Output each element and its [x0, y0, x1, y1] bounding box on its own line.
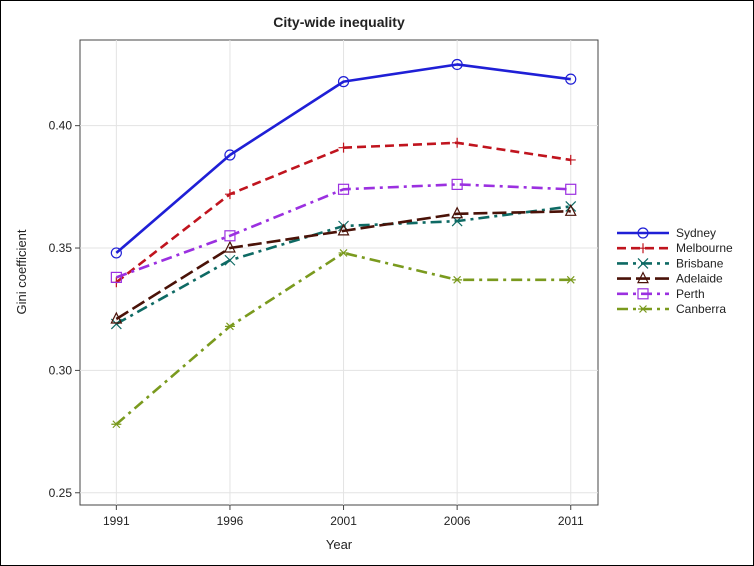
data-point-adelaide	[110, 311, 123, 324]
data-point-sydney	[337, 76, 350, 88]
data-point-melbourne	[452, 137, 463, 148]
data-point-adelaide	[451, 206, 464, 219]
data-point-sydney	[565, 73, 577, 85]
data-point-perth	[110, 271, 122, 283]
legend-item-brisbane: Brisbane	[617, 256, 724, 270]
data-point-sydney	[224, 149, 236, 161]
legend-item-sydney: Sydney	[617, 226, 716, 240]
data-point-canberra	[452, 275, 463, 284]
x-axis-label: Year	[326, 537, 353, 552]
data-point-melbourne	[338, 142, 349, 153]
legend-marker-canberra	[638, 305, 648, 313]
grid	[80, 40, 598, 505]
y-tick-label: 0.30	[49, 363, 73, 377]
data-point-adelaide	[337, 223, 350, 236]
legend-label-melbourne: Melbourne	[676, 241, 733, 255]
y-tick-label: 0.40	[49, 119, 73, 133]
legend-label-adelaide: Adelaide	[676, 272, 723, 286]
series-line-adelaide	[115, 210, 571, 321]
data-point-sydney	[110, 247, 122, 259]
plot-area	[79, 39, 599, 506]
data-point-brisbane	[224, 254, 236, 266]
legend-marker-perth	[637, 288, 649, 300]
data-point-perth	[565, 183, 577, 195]
legend-item-adelaide: Adelaide	[617, 271, 723, 286]
legend-marker-brisbane	[637, 257, 649, 269]
chart-title: City-wide inequality	[273, 14, 405, 30]
legend-item-perth: Perth	[617, 287, 705, 301]
data-point-melbourne	[224, 189, 235, 200]
legend-item-canberra: Canberra	[617, 302, 726, 316]
data-point-adelaide	[223, 240, 236, 253]
series-sydney	[110, 58, 577, 259]
data-point-perth	[224, 230, 236, 242]
series-perth	[110, 178, 577, 283]
series-line-perth	[115, 183, 571, 279]
data-point-melbourne	[565, 154, 576, 165]
x-axis: 1991 1996 2001 2006 2011	[103, 505, 584, 528]
series-line-sydney	[115, 63, 571, 254]
legend-label-brisbane: Brisbane	[676, 256, 724, 270]
legend-label-perth: Perth	[676, 287, 705, 301]
series-layer	[110, 58, 577, 429]
data-point-canberra	[565, 275, 576, 284]
x-tick-label: 2001	[330, 514, 357, 528]
y-axis: 0.25 0.30 0.35 0.40	[49, 119, 80, 500]
data-point-canberra	[111, 420, 122, 429]
legend-marker-melbourne	[638, 243, 648, 254]
x-tick-label: 1996	[217, 514, 244, 528]
y-axis-label: Gini coefficient	[14, 229, 29, 314]
series-adelaide	[110, 203, 577, 324]
legend-label-sydney: Sydney	[676, 226, 716, 240]
y-tick-label: 0.35	[49, 241, 73, 255]
legend-marker-adelaide	[637, 271, 649, 284]
series-line-canberra	[115, 251, 571, 426]
data-point-adelaide	[564, 203, 577, 216]
data-point-perth	[337, 183, 350, 195]
series-canberra	[111, 248, 576, 429]
legend-item-melbourne: Melbourne	[617, 241, 733, 255]
x-tick-label: 2011	[558, 514, 584, 528]
y-tick-label: 0.25	[49, 486, 73, 500]
data-point-perth	[451, 178, 463, 190]
legend-marker-sydney	[637, 227, 649, 239]
x-tick-label: 1991	[103, 514, 130, 528]
data-point-canberra	[224, 322, 235, 331]
legend-label-canberra: Canberra	[676, 302, 726, 316]
data-point-sydney	[451, 58, 463, 71]
x-tick-label: 2006	[444, 514, 471, 528]
data-point-canberra	[338, 248, 349, 257]
